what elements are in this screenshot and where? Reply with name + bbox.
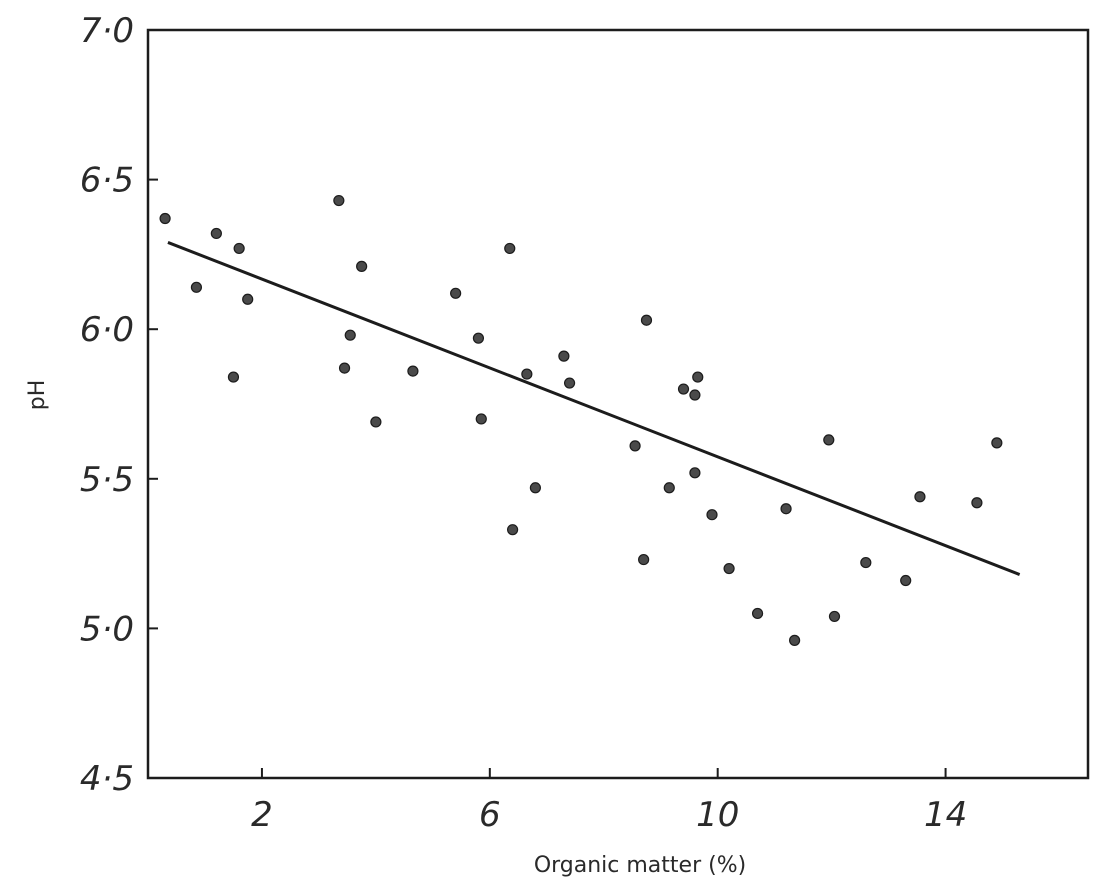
data-point — [473, 333, 483, 343]
data-point — [901, 576, 911, 586]
data-point — [781, 504, 791, 514]
data-point — [243, 294, 253, 304]
data-point — [829, 611, 839, 621]
data-point — [861, 558, 871, 568]
x-tick-label: 10 — [696, 795, 739, 835]
data-point — [992, 438, 1002, 448]
y-axis-title: pH — [25, 380, 50, 411]
data-point — [630, 441, 640, 451]
data-point — [753, 608, 763, 618]
data-point — [505, 243, 515, 253]
data-point — [160, 213, 170, 223]
y-tick-label: 5·0 — [80, 609, 134, 649]
x-tick-label: 6 — [479, 795, 501, 835]
trend-line — [168, 242, 1020, 574]
x-tick-label: 14 — [924, 795, 967, 835]
data-point — [915, 492, 925, 502]
data-point — [664, 483, 674, 493]
data-point — [508, 525, 518, 535]
data-point — [639, 555, 649, 565]
data-points — [160, 196, 1002, 646]
y-tick-label: 7·0 — [80, 11, 134, 51]
y-tick-label: 5·5 — [80, 460, 134, 500]
data-point — [228, 372, 238, 382]
data-point — [522, 369, 532, 379]
data-point — [357, 261, 367, 271]
y-axis: 4·5 5·0 5·5 6·0 6·5 7·0 — [80, 11, 158, 799]
data-point — [707, 510, 717, 520]
data-point — [451, 288, 461, 298]
data-point — [641, 315, 651, 325]
y-tick-label: 6·5 — [80, 161, 134, 201]
data-point — [408, 366, 418, 376]
data-point — [234, 243, 244, 253]
data-point — [340, 363, 350, 373]
data-point — [690, 390, 700, 400]
data-point — [530, 483, 540, 493]
y-tick-label: 4·5 — [80, 759, 134, 799]
data-point — [334, 196, 344, 206]
data-point — [679, 384, 689, 394]
data-point — [972, 498, 982, 508]
data-point — [559, 351, 569, 361]
data-point — [565, 378, 575, 388]
plot-frame — [148, 30, 1088, 778]
x-axis-title: Organic matter (%) — [534, 853, 746, 878]
data-point — [790, 635, 800, 645]
data-point — [211, 228, 221, 238]
data-point — [690, 468, 700, 478]
y-tick-label: 6·0 — [80, 310, 134, 350]
x-tick-label: 2 — [251, 795, 273, 835]
data-point — [476, 414, 486, 424]
data-point — [191, 282, 201, 292]
data-point — [824, 435, 834, 445]
data-point — [345, 330, 355, 340]
data-point — [724, 564, 734, 574]
data-point — [693, 372, 703, 382]
data-point — [371, 417, 381, 427]
